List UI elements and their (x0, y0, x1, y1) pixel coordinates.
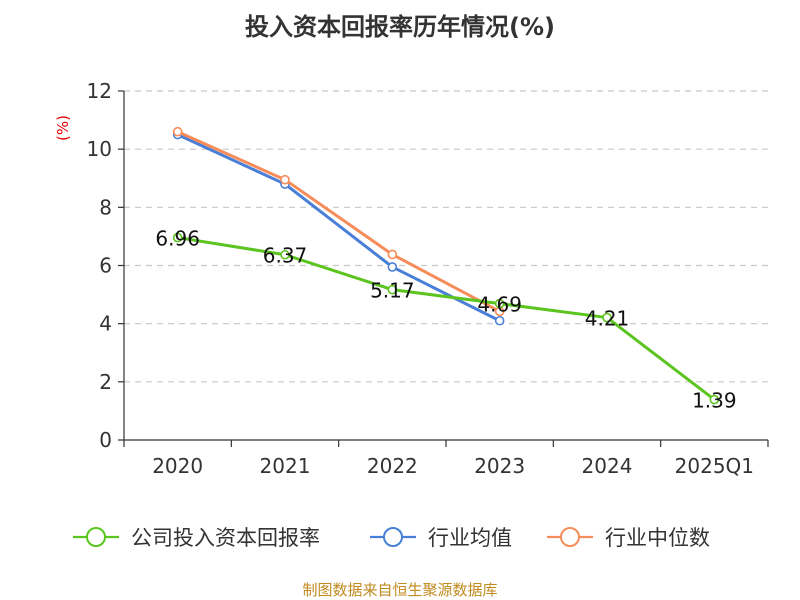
y-tick-label: 4 (99, 312, 112, 336)
x-tick-label: 2022 (367, 454, 418, 478)
series-point-0 (709, 394, 720, 405)
legend-label-0: 公司投入资本回报率 (131, 526, 320, 550)
series-line-1 (177, 133, 501, 323)
data-label: 5.17 (370, 279, 415, 303)
y-tick-label: 0 (99, 428, 112, 452)
series-point-2 (172, 126, 183, 137)
legend-marker-0 (86, 527, 106, 547)
legend: 公司投入资本回报率 行业均值 行业中位数 (73, 526, 710, 550)
x-tick-label: 2021 (260, 454, 311, 478)
series-point-2 (387, 249, 398, 260)
data-label: 1.39 (692, 389, 737, 413)
series-point-1 (387, 262, 398, 272)
series-point-0 (494, 298, 505, 309)
y-tick-label: 6 (99, 254, 112, 278)
axes: 0 2 4 6 8 10 12 2020 2021 2022 2023 2024 2025Q1 (87, 79, 769, 478)
data-label: 6.37 (263, 244, 308, 268)
legend-marker-1 (383, 527, 403, 547)
series-line-0 (177, 236, 716, 401)
x-tick-label: 2024 (582, 454, 633, 478)
data-label: 4.69 (477, 293, 522, 317)
grid-lines (124, 90, 768, 383)
y-axis-label: (%) (54, 115, 72, 141)
legend-marker-2 (560, 527, 580, 547)
data-label: 4.21 (585, 307, 630, 331)
series-point-2 (280, 174, 290, 185)
series-point-0 (602, 312, 612, 323)
series-point-0 (172, 232, 183, 243)
y-tick-label: 10 (87, 137, 112, 161)
chart-title: 投入资本回报率历年情况(%) (245, 13, 555, 41)
series-point-0 (280, 249, 290, 260)
series-lines (172, 126, 720, 405)
y-tick-label: 12 (87, 79, 112, 103)
y-tick-label: 2 (99, 370, 112, 394)
data-labels: 6.96 6.37 5.17 4.69 4.21 1.39 (155, 227, 736, 413)
legend-label-1: 行业均值 (428, 526, 512, 550)
series-point-1 (494, 315, 505, 326)
data-label: 6.96 (155, 227, 200, 251)
series-line-2 (177, 130, 501, 313)
series-point-0 (387, 284, 398, 295)
source-note: 制图数据来自恒生聚源数据库 (302, 581, 497, 599)
legend-label-2: 行业中位数 (605, 526, 710, 550)
x-tick-label: 2023 (474, 454, 525, 478)
y-tick-label: 8 (99, 195, 112, 219)
x-tick-label: 2020 (152, 454, 203, 478)
x-tick-label: 2025Q1 (675, 454, 754, 478)
